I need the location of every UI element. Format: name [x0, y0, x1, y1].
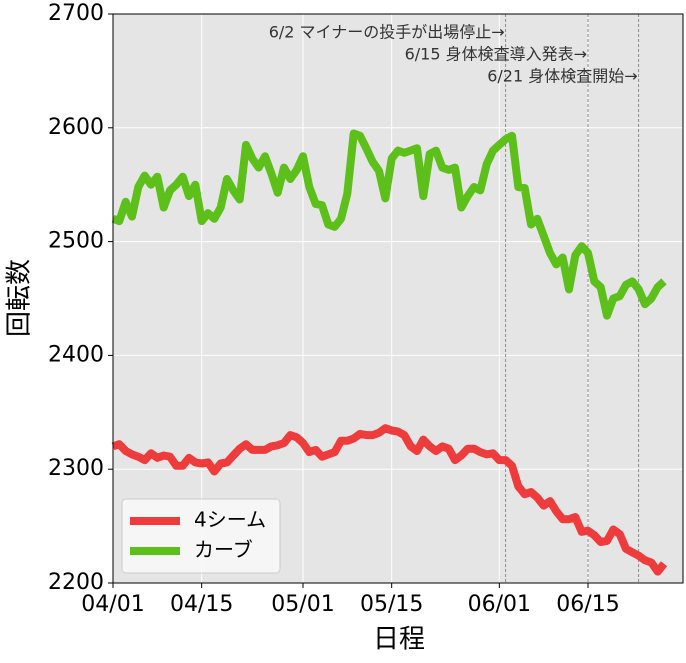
- plot-area: [113, 14, 683, 583]
- plot-frame: [112, 13, 684, 584]
- series-line: [111, 424, 668, 576]
- x-tick-label: 05/15: [360, 592, 423, 617]
- x-tick-label: 05/01: [271, 592, 334, 617]
- annotation: 6/2 マイナーの投手が出場停止→: [269, 23, 505, 42]
- x-tick-label: 06/01: [468, 592, 531, 617]
- x-tick-label: 04/01: [81, 592, 144, 617]
- legend-label: カーブ: [194, 538, 253, 562]
- y-axis-label: 回転数: [5, 259, 35, 337]
- series-line: [111, 129, 667, 320]
- x-axis-label: 日程: [373, 625, 425, 655]
- y-tick-label: 2400: [48, 342, 104, 367]
- y-tick-label: 2200: [48, 570, 104, 595]
- x-tick-label: 04/15: [170, 592, 233, 617]
- y-tick-label: 2500: [48, 229, 104, 254]
- annotation: 6/21 身体検査開始→: [487, 67, 637, 86]
- x-tick-label: 06/15: [556, 592, 619, 617]
- annotation: 6/15 身体検査導入発表→: [405, 45, 587, 64]
- legend-label: 4シーム: [194, 508, 266, 532]
- y-tick-label: 2700: [48, 1, 104, 26]
- y-tick-label: 2300: [48, 456, 104, 481]
- y-tick-label: 2600: [48, 115, 104, 140]
